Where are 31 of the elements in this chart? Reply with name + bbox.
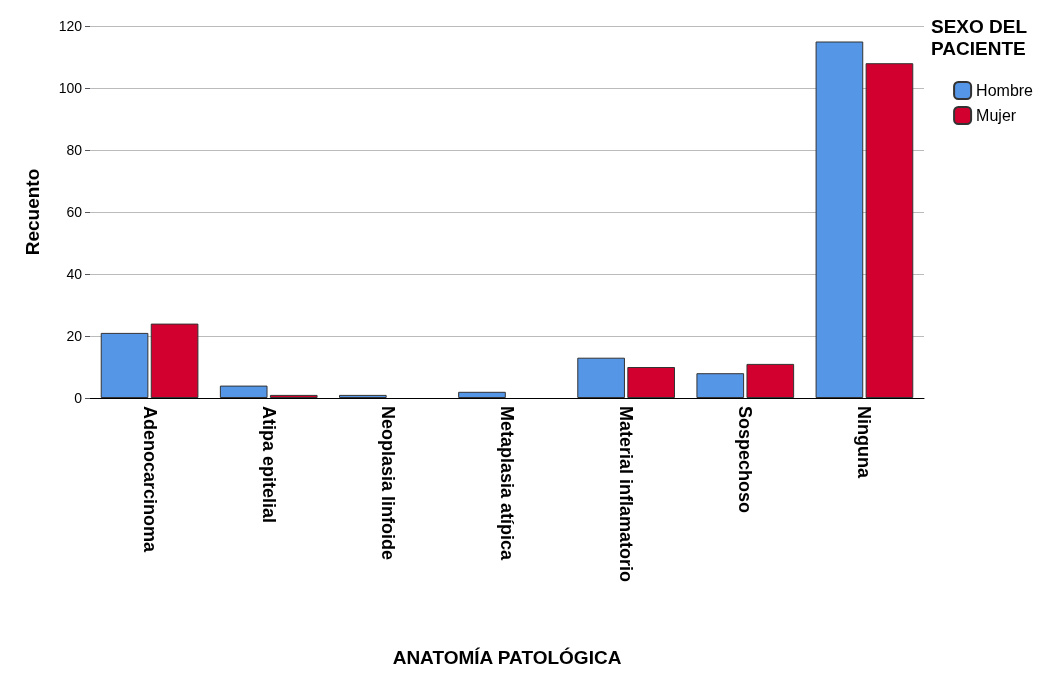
bar [458, 391, 506, 398]
bar [100, 332, 149, 398]
y-tick-label: 40 [66, 266, 83, 282]
x-tick-label: Ninguna [854, 406, 875, 479]
bar [696, 373, 745, 398]
bar [339, 394, 387, 398]
bar [815, 41, 864, 398]
x-tick-label: Atipa epitelial [258, 406, 279, 524]
y-tick-label: 0 [74, 390, 83, 406]
bar [577, 357, 625, 398]
bar [269, 394, 318, 398]
x-tick-label: Material inflamatorio [616, 406, 637, 583]
y-tick-label: 100 [58, 80, 83, 96]
y-tick-label: 120 [58, 18, 83, 34]
y-tick-label: 60 [66, 204, 83, 220]
bar [746, 363, 795, 398]
legend-label: Mujer [976, 107, 1017, 124]
x-tick-label: Neoplasia linfoide [377, 406, 398, 561]
legend-label: Hombre [976, 82, 1034, 99]
x-tick-label: Metaplasia atípica [497, 406, 517, 562]
legend-title: SEXO DEL PACIENTE [931, 15, 1033, 59]
bar [150, 323, 199, 398]
x-tick-label: Adenocarcinoma [139, 406, 160, 554]
y-tick-label: 80 [66, 142, 83, 158]
x-axis-title: ANATOMÍA PATOLÓGICA [392, 647, 622, 668]
y-axis-title: Recuento [22, 168, 43, 256]
bar [865, 63, 914, 398]
x-tick-label: Sospechoso [735, 406, 756, 514]
bar [219, 385, 268, 398]
bar [627, 367, 675, 398]
y-tick-label: 20 [66, 328, 83, 344]
